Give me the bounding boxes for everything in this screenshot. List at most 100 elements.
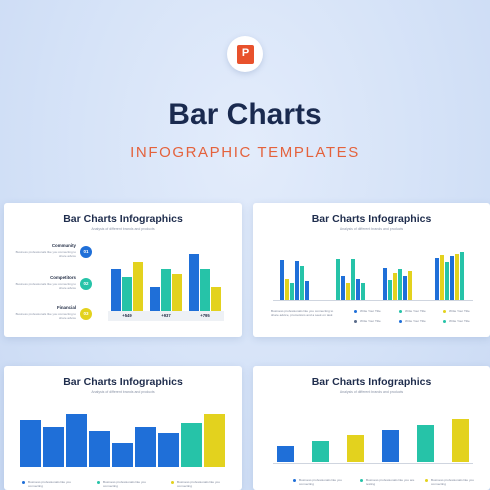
badge-03: 03 bbox=[80, 308, 92, 320]
slide-preview-3[interactable]: Bar Charts Infographics Analysis of diff… bbox=[4, 366, 242, 490]
bar bbox=[347, 435, 364, 462]
legend-label: Business professionals like you are test… bbox=[366, 478, 415, 486]
axis-line bbox=[273, 300, 473, 301]
total-label: +937 bbox=[161, 313, 171, 318]
bar bbox=[351, 259, 355, 300]
bar bbox=[382, 430, 399, 462]
slide-title: Bar Charts Infographics bbox=[311, 213, 432, 225]
bar bbox=[158, 433, 179, 467]
legend-dot bbox=[293, 479, 296, 482]
bar bbox=[66, 414, 87, 467]
slide-preview-4[interactable]: Bar Charts Infographics Analysis of diff… bbox=[253, 366, 490, 490]
bar bbox=[122, 277, 132, 311]
bar bbox=[285, 279, 289, 300]
legend-label: Business professionals like you connecti… bbox=[177, 480, 220, 488]
bar bbox=[211, 287, 221, 311]
legend-dot bbox=[425, 479, 428, 482]
slide-title: Bar Charts Infographics bbox=[63, 376, 183, 388]
bar bbox=[336, 259, 340, 300]
badge-01: 01 bbox=[80, 246, 92, 258]
bar bbox=[189, 254, 199, 311]
axis-line bbox=[273, 463, 473, 464]
slide-title: Bar Charts Infographics bbox=[311, 376, 432, 388]
legend-dot bbox=[443, 320, 446, 323]
legend-dot bbox=[360, 479, 363, 482]
bar bbox=[300, 266, 304, 300]
legend-dot bbox=[354, 310, 357, 313]
row-desc: Business professionals like you connecti… bbox=[15, 312, 76, 320]
legend-label: Write Your Title bbox=[360, 319, 381, 323]
badge-02: 02 bbox=[80, 278, 92, 290]
bar bbox=[111, 269, 121, 311]
legend-label: Business professionals like you connecti… bbox=[103, 480, 146, 488]
row-desc: Business professionals like you connecti… bbox=[15, 250, 76, 258]
legend-dot bbox=[171, 481, 174, 484]
bar bbox=[383, 268, 387, 300]
legend-dot bbox=[399, 320, 402, 323]
bar bbox=[112, 443, 133, 467]
row-label-competitors: Competitors bbox=[50, 275, 76, 280]
legend-label: Write Your Title bbox=[449, 309, 470, 313]
row-desc: Business professionals like you connecti… bbox=[15, 282, 76, 290]
legend-dot bbox=[443, 310, 446, 313]
legend-dot bbox=[399, 310, 402, 313]
page-subtitle: INFOGRAPHIC TEMPLATES bbox=[130, 144, 360, 161]
bar bbox=[305, 281, 309, 300]
slide-preview-1[interactable]: Bar Charts Infographics Analysis of diff… bbox=[4, 203, 242, 337]
bar bbox=[450, 256, 454, 300]
bar bbox=[150, 287, 160, 311]
bar bbox=[135, 427, 156, 467]
bar bbox=[89, 431, 110, 467]
slide-subtitle: Analysis of different brands and product… bbox=[339, 390, 404, 394]
bar bbox=[398, 269, 402, 300]
bar bbox=[460, 252, 464, 300]
legend-label: Business professionals like you connecti… bbox=[431, 478, 474, 486]
bar bbox=[204, 414, 225, 467]
bar bbox=[280, 260, 284, 300]
bar bbox=[312, 441, 329, 462]
bar bbox=[417, 425, 434, 462]
bar bbox=[172, 274, 182, 311]
total-label: +795 bbox=[200, 313, 210, 318]
bar bbox=[440, 255, 444, 300]
bar bbox=[161, 269, 171, 311]
bar bbox=[435, 258, 439, 300]
bar bbox=[341, 276, 345, 300]
slide-subtitle: Analysis of different brands and product… bbox=[91, 390, 155, 394]
legend-label: Write Your Title bbox=[405, 309, 426, 313]
bar bbox=[277, 446, 294, 462]
slide-title: Bar Charts Infographics bbox=[63, 213, 183, 225]
legend-label: Write Your Title bbox=[360, 309, 381, 313]
bar bbox=[290, 283, 294, 300]
bar bbox=[452, 419, 469, 462]
legend-label: Business professionals like you connecti… bbox=[299, 478, 342, 486]
powerpoint-icon: P bbox=[227, 36, 263, 72]
legend-label: Business professionals like you connecti… bbox=[28, 480, 71, 488]
bar bbox=[445, 262, 449, 300]
slide-subtitle: Analysis of different brands and product… bbox=[91, 227, 155, 231]
bar bbox=[403, 276, 407, 300]
bar bbox=[200, 269, 210, 311]
legend-label: Write Your Title bbox=[449, 319, 470, 323]
slide-preview-2[interactable]: Bar Charts Infographics Analysis of diff… bbox=[253, 203, 490, 337]
bar bbox=[408, 271, 412, 300]
legend-dot bbox=[97, 481, 100, 484]
totals-strip bbox=[108, 311, 224, 321]
slide-subtitle: Analysis of different brands and product… bbox=[339, 227, 404, 231]
row-label-financial: Financial bbox=[56, 305, 76, 310]
legend-label: Write Your Title bbox=[405, 319, 426, 323]
row-label-community: Community bbox=[51, 243, 76, 248]
bar bbox=[295, 261, 299, 300]
total-label: +549 bbox=[122, 313, 132, 318]
bar bbox=[43, 427, 64, 467]
description: Business professionals like you connecti… bbox=[271, 309, 334, 317]
bar bbox=[181, 423, 202, 467]
bar bbox=[388, 280, 392, 300]
bar bbox=[361, 283, 365, 300]
bar bbox=[356, 279, 360, 300]
bar bbox=[346, 283, 350, 300]
legend-dot bbox=[22, 481, 25, 484]
bar bbox=[455, 254, 459, 300]
legend-dot bbox=[354, 320, 357, 323]
bar bbox=[20, 420, 41, 467]
